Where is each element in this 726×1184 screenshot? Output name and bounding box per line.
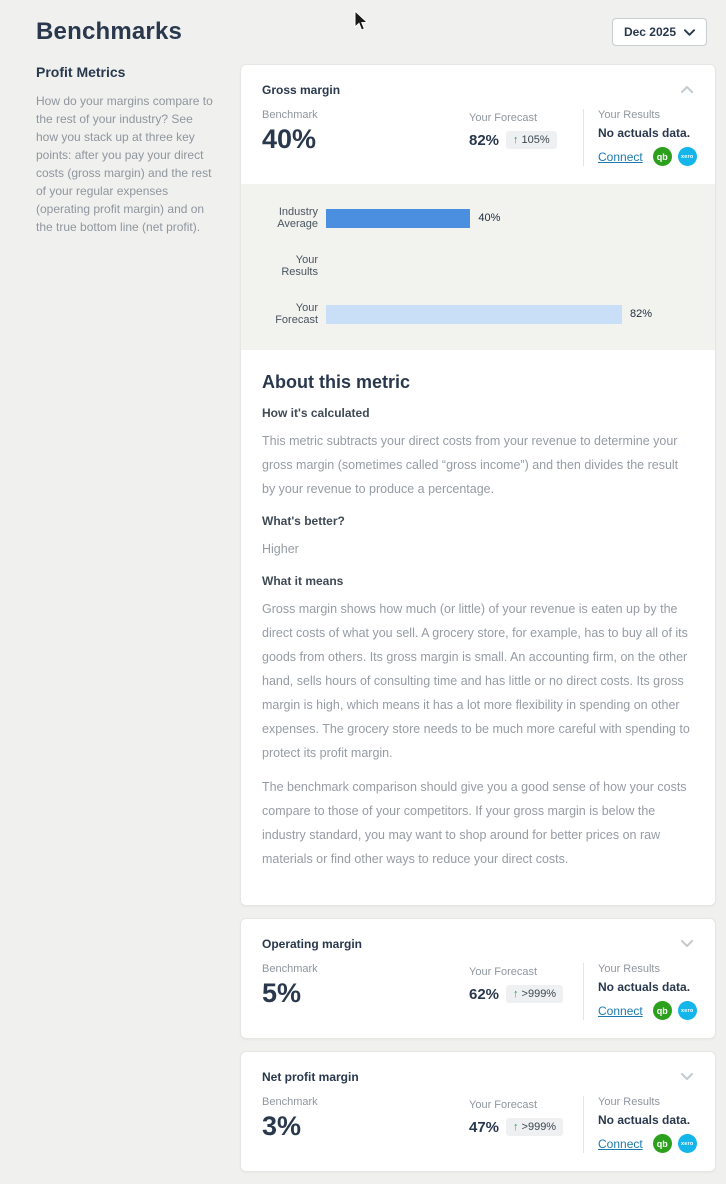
xero-icon[interactable]: xero xyxy=(677,1001,697,1020)
connect-link[interactable]: Connect xyxy=(598,1136,643,1151)
benchmark-label: Benchmark xyxy=(262,963,318,975)
profit-metrics-sidebar: Profit Metrics How do your margins compa… xyxy=(36,64,240,1172)
xero-icon[interactable]: xero xyxy=(677,1134,697,1153)
about-title: About this metric xyxy=(262,372,411,392)
bar-value-label: 40% xyxy=(478,212,501,224)
chevron-down-icon xyxy=(680,1073,693,1080)
forecast-value: 82% xyxy=(469,131,500,149)
metric-card-net-profit-margin: Net profit margin Benchmark 3% Your Fore… xyxy=(240,1051,716,1172)
no-actuals-text: No actuals data. xyxy=(598,980,691,994)
quickbooks-icon[interactable]: qb xyxy=(652,1001,672,1020)
change-badge: ↑ >999% xyxy=(506,985,564,1003)
your-forecast-label: Your Forecast xyxy=(469,112,538,124)
divider xyxy=(583,109,584,166)
xero-icon[interactable]: xero xyxy=(677,147,697,166)
period-selector-value: Dec 2025 xyxy=(623,25,676,39)
forecast-value: 62% xyxy=(469,985,500,1003)
quickbooks-icon[interactable]: qb xyxy=(652,147,672,166)
page-header: Benchmarks Dec 2025 xyxy=(36,18,707,46)
about-paragraph: Higher xyxy=(262,542,299,556)
metric-title: Operating margin xyxy=(262,936,363,951)
arrow-up-icon: ↑ xyxy=(513,988,519,1000)
about-subhead-what-it-means: What it means xyxy=(262,574,344,588)
chart-category-label: Your Forecast xyxy=(275,302,318,326)
metric-title: Net profit margin xyxy=(262,1069,359,1084)
arrow-up-icon: ↑ xyxy=(513,134,519,146)
collapse-card-button[interactable] xyxy=(677,82,697,97)
change-value: >999% xyxy=(521,1121,557,1133)
industry-average-bar xyxy=(326,208,471,228)
chart-row-industry-average: Industry Average 40% xyxy=(262,206,695,230)
change-value: 105% xyxy=(521,134,550,146)
chevron-up-icon xyxy=(680,86,693,93)
chart-row-your-results: Your Results xyxy=(262,254,695,278)
chart-category-label: Industry Average xyxy=(277,206,318,230)
benchmark-bar-chart: Industry Average 40% Your Results xyxy=(241,184,715,350)
bar-value-label: 82% xyxy=(630,308,653,320)
about-subhead-how-calculated: How it's calculated xyxy=(262,406,370,420)
no-actuals-text: No actuals data. xyxy=(598,1113,691,1127)
your-forecast-label: Your Forecast xyxy=(469,1099,538,1111)
change-badge: ↑ 105% xyxy=(506,131,557,149)
about-paragraph: This metric subtracts your direct costs … xyxy=(262,434,679,496)
metric-title: Gross margin xyxy=(262,82,341,97)
benchmark-label: Benchmark xyxy=(262,109,318,121)
metric-card-operating-margin: Operating margin Benchmark 5% Your Forec… xyxy=(240,918,716,1039)
about-paragraph: Gross margin shows how much (or little) … xyxy=(262,602,690,760)
benchmark-label: Benchmark xyxy=(262,1096,318,1108)
expand-card-button[interactable] xyxy=(677,936,697,951)
period-selector-dropdown[interactable]: Dec 2025 xyxy=(611,18,707,46)
your-forecast-bar xyxy=(326,304,623,324)
about-subhead-whats-better: What's better? xyxy=(262,514,345,528)
benchmark-value: 5% xyxy=(262,978,302,1008)
no-actuals-text: No actuals data. xyxy=(598,126,691,140)
divider xyxy=(583,963,584,1020)
chevron-down-icon xyxy=(680,940,693,947)
benchmark-value: 3% xyxy=(262,1111,302,1141)
connect-link[interactable]: Connect xyxy=(598,149,643,164)
your-results-label: Your Results xyxy=(598,109,660,121)
about-this-metric: About this metric How it's calculated Th… xyxy=(241,350,715,905)
change-badge: ↑ >999% xyxy=(506,1118,564,1136)
chevron-down-icon xyxy=(684,28,695,36)
metric-cards-column: Gross margin Benchmark 40% Your Forecast… xyxy=(240,64,716,1172)
chart-category-label: Your Results xyxy=(281,254,318,278)
forecast-value: 47% xyxy=(469,1118,500,1136)
chart-row-your-forecast: Your Forecast 82% xyxy=(262,302,695,326)
change-value: >999% xyxy=(521,988,557,1000)
arrow-up-icon: ↑ xyxy=(513,1121,519,1133)
quickbooks-icon[interactable]: qb xyxy=(652,1134,672,1153)
sidebar-heading: Profit Metrics xyxy=(36,64,126,80)
connect-link[interactable]: Connect xyxy=(598,1003,643,1018)
benchmark-value: 40% xyxy=(262,124,317,154)
your-results-label: Your Results xyxy=(598,1096,660,1108)
expand-card-button[interactable] xyxy=(677,1069,697,1084)
metric-card-gross-margin: Gross margin Benchmark 40% Your Forecast… xyxy=(240,64,716,906)
page-title: Benchmarks xyxy=(36,18,183,45)
about-paragraph: The benchmark comparison should give you… xyxy=(262,780,687,866)
sidebar-description: How do your margins compare to the rest … xyxy=(36,94,213,234)
your-results-label: Your Results xyxy=(598,963,660,975)
divider xyxy=(583,1096,584,1153)
your-forecast-label: Your Forecast xyxy=(469,966,538,978)
